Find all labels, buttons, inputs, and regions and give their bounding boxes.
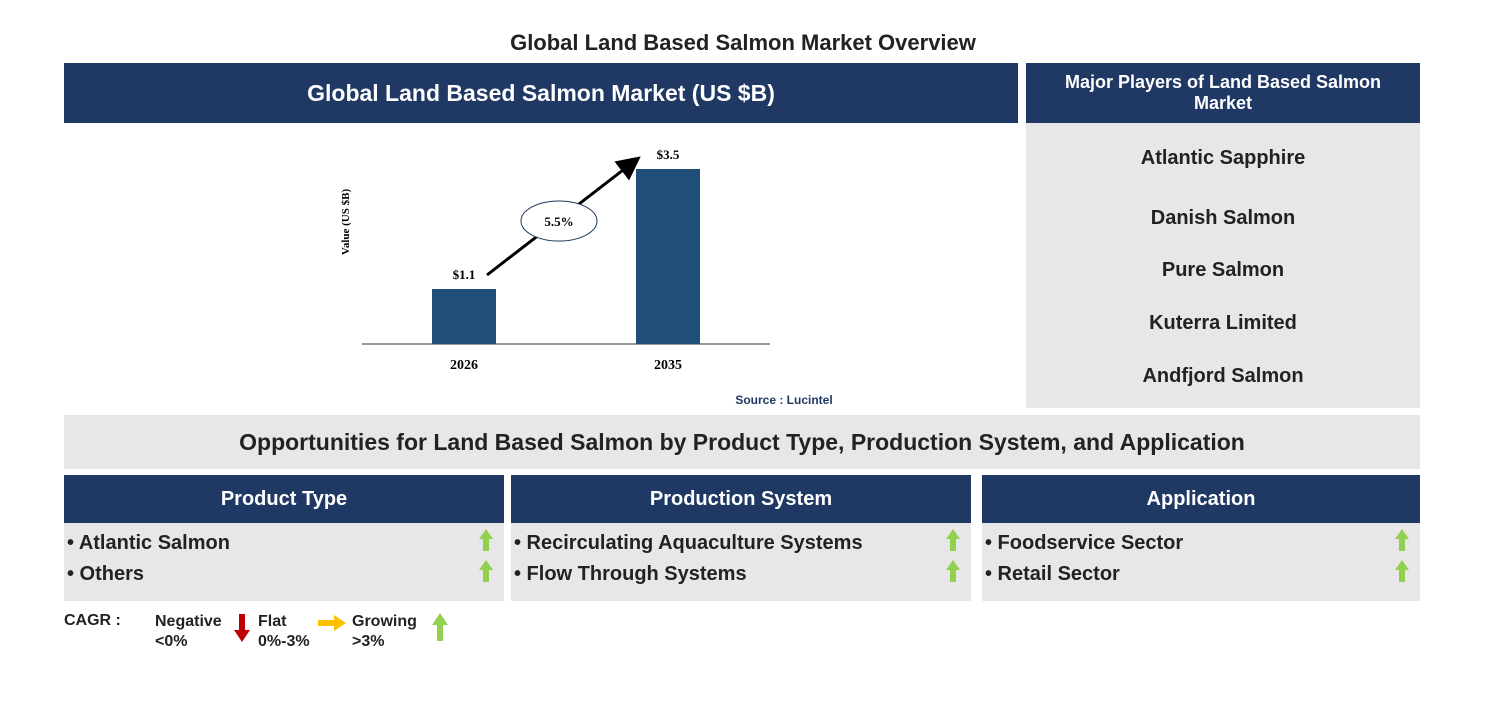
column-item: • Flow Through Systems xyxy=(514,563,747,585)
column-body xyxy=(511,523,971,601)
column-item: • Foodservice Sector xyxy=(985,532,1184,554)
arrow-shape xyxy=(1395,529,1409,551)
value-label: $3.5 xyxy=(657,147,680,162)
player: Danish Salmon xyxy=(1150,207,1296,229)
legend-text: Growing xyxy=(352,613,417,630)
player: Pure Salmon xyxy=(1161,259,1285,281)
legend-negative: Negative <0% xyxy=(155,612,222,652)
arrow-shape xyxy=(1395,560,1409,582)
right-arrow xyxy=(318,615,346,631)
column-body xyxy=(64,523,504,601)
column-body xyxy=(982,523,1420,601)
up-arrow xyxy=(479,529,493,551)
legend-text: >3% xyxy=(352,633,385,650)
legend-text: 0%-3% xyxy=(258,633,310,650)
y-axis-label: Value (US $B) xyxy=(340,189,352,256)
arrow-shape xyxy=(946,529,960,551)
column-item: • Recirculating Aquaculture Systems xyxy=(514,532,863,554)
arrow-shape xyxy=(479,529,493,551)
legend-label: CAGR : xyxy=(64,612,121,629)
bar xyxy=(432,289,496,344)
up-arrow xyxy=(946,529,960,551)
player: Andfjord Salmon xyxy=(1142,365,1304,387)
column-header: Product Type xyxy=(64,475,504,523)
up-arrow xyxy=(432,613,448,641)
up-arrow xyxy=(1395,529,1409,551)
up-arrow xyxy=(1395,560,1409,582)
chart: Value (US $B) $1.1 2026 $3.5 2035 5.5% Source … xyxy=(340,147,833,407)
player: Atlantic Sapphire xyxy=(1140,147,1306,169)
up-arrow xyxy=(479,560,493,582)
players-panel: Atlantic Sapphire Danish Salmon Pure Salmo… xyxy=(1026,123,1420,408)
opportunities-title: Opportunities for Land Based Salmon by P… xyxy=(64,415,1420,469)
down-arrow xyxy=(234,614,250,642)
arrow-shape xyxy=(946,560,960,582)
column-header: Application xyxy=(982,475,1420,523)
legend-text: Flat xyxy=(258,613,287,630)
legend-text: <0% xyxy=(155,633,188,650)
bar xyxy=(636,169,700,344)
player: Kuterra Limited xyxy=(1149,312,1297,334)
players-header: Major Players of Land Based Salmon Marke… xyxy=(1026,63,1420,123)
market-header: Global Land Based Salmon Market (US $B) xyxy=(64,63,1018,123)
source: Source : Lucintel xyxy=(735,393,832,407)
column-item: • Others xyxy=(67,563,145,585)
cagr-label: 5.5% xyxy=(544,214,573,229)
column-item: • Atlantic Salmon xyxy=(67,532,230,554)
column-header: Production System xyxy=(511,475,971,523)
legend-flat: Flat 0%-3% xyxy=(258,612,310,652)
x-tick-label: 2035 xyxy=(654,358,682,373)
arrow-shape xyxy=(479,560,493,582)
cagr-ellipse xyxy=(520,200,598,242)
value-label: $1.1 xyxy=(453,267,476,282)
legend-growing: Growing >3% xyxy=(352,612,417,652)
legend-text: Negative xyxy=(155,613,222,630)
column-item: • Retail Sector xyxy=(985,563,1120,585)
up-arrow xyxy=(946,560,960,582)
title: Global Land Based Salmon Market Overview xyxy=(510,30,976,55)
x-tick-label: 2026 xyxy=(450,358,478,373)
